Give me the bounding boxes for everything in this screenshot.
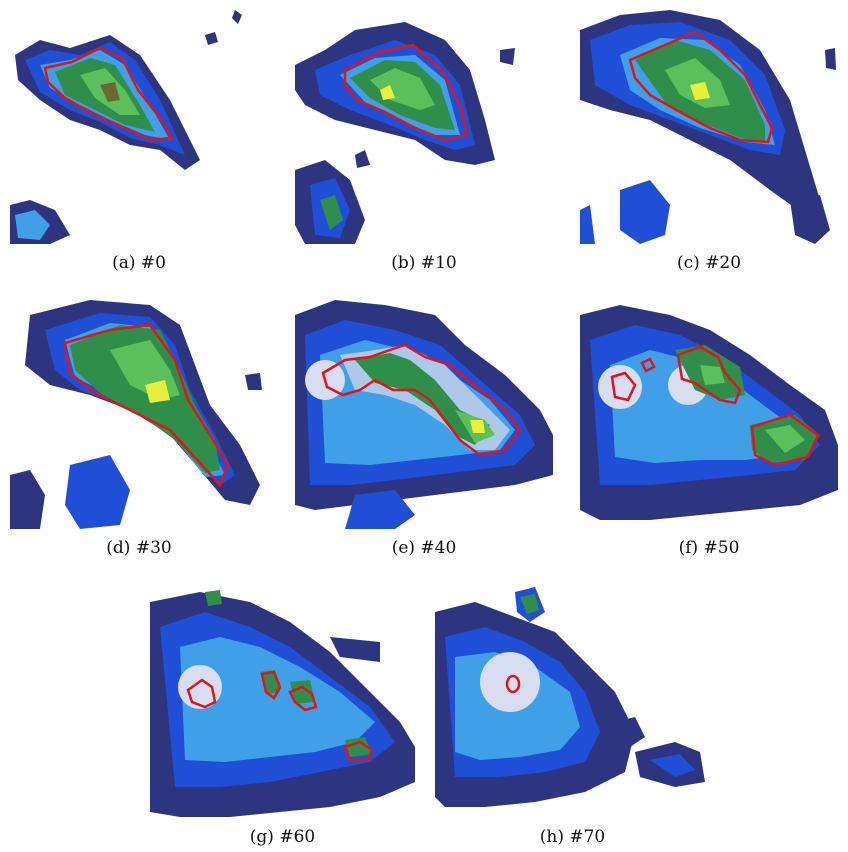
echo-field bbox=[295, 300, 553, 529]
radar-image-b bbox=[295, 22, 515, 244]
storm-contour bbox=[43, 46, 175, 142]
storm-contour bbox=[321, 343, 522, 457]
panel-caption: (g) #60 bbox=[249, 827, 316, 847]
echo-field bbox=[10, 300, 262, 529]
panel-caption: (d) #30 bbox=[106, 538, 172, 558]
storm-contour bbox=[628, 30, 774, 144]
storm-contour bbox=[63, 323, 230, 488]
panel-caption: (h) #70 bbox=[539, 827, 606, 847]
panel-c: (c) #20 bbox=[580, 10, 838, 285]
panel-f: (f) #50 bbox=[580, 295, 838, 570]
panel-e: (e) #40 bbox=[295, 295, 553, 570]
radar-image-d bbox=[10, 300, 262, 529]
echo-field bbox=[435, 587, 705, 807]
panel-g: (g) #60 bbox=[150, 582, 415, 852]
echo-field bbox=[295, 22, 515, 244]
panel-a: (a) #0 bbox=[10, 10, 268, 285]
storm-contour bbox=[343, 43, 469, 142]
panel-caption: (e) #40 bbox=[391, 538, 457, 558]
storm-contours bbox=[186, 670, 374, 762]
radar-image-a bbox=[10, 10, 242, 244]
panel-caption: (a) #0 bbox=[112, 253, 166, 273]
panel-caption: (b) #10 bbox=[391, 253, 457, 273]
storm-contours bbox=[505, 674, 521, 694]
echo-field bbox=[150, 590, 415, 817]
radar-image-h bbox=[435, 587, 705, 807]
radar-image-f bbox=[580, 305, 838, 520]
radar-image-c bbox=[580, 10, 836, 244]
radar-image-g bbox=[150, 590, 415, 817]
echo-field bbox=[10, 10, 242, 244]
panel-h: (h) #70 bbox=[435, 582, 710, 852]
radar-image-e bbox=[295, 300, 553, 529]
storm-contours bbox=[610, 345, 820, 467]
panel-b: (b) #10 bbox=[295, 10, 553, 285]
panel-caption: (c) #20 bbox=[676, 253, 742, 273]
panel-caption: (f) #50 bbox=[678, 538, 740, 558]
echo-field bbox=[580, 305, 838, 520]
panel-d: (d) #30 bbox=[10, 295, 268, 570]
